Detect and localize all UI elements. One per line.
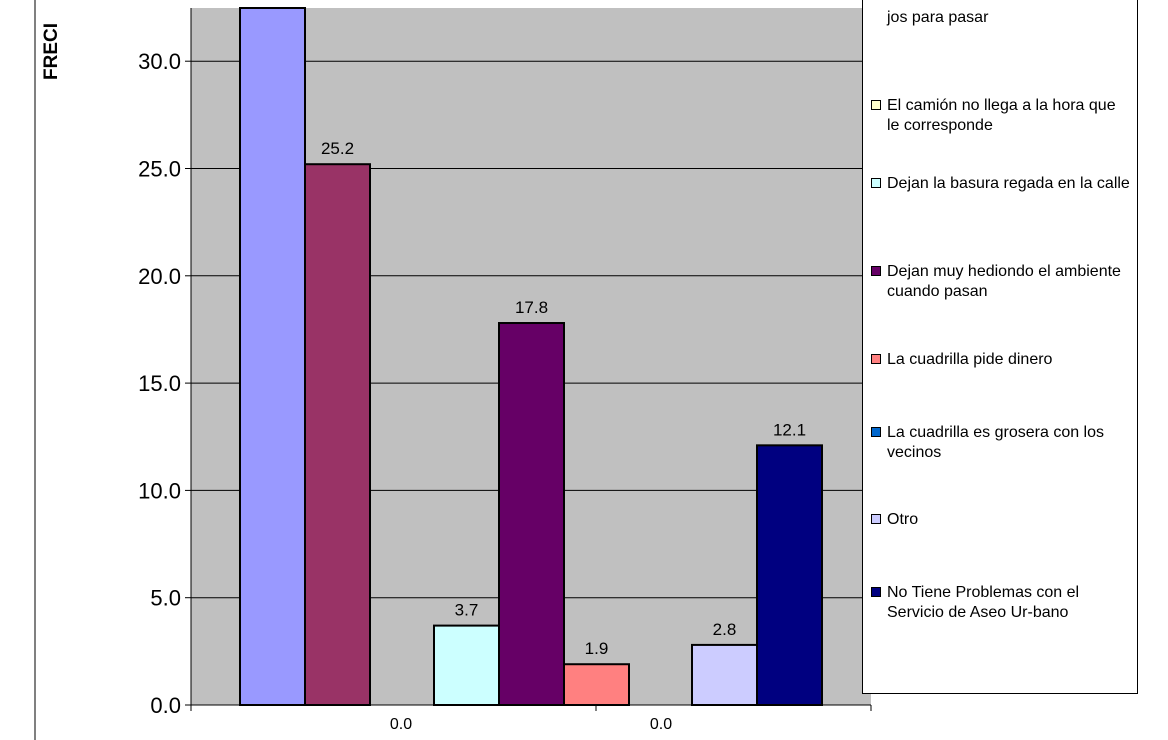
legend-swatch	[871, 427, 881, 437]
x-category-label: 0.0	[650, 716, 672, 733]
bar-7	[756, 444, 823, 706]
legend-label: Dejan muy hediondo el ambiente cuando pa…	[887, 263, 1121, 300]
legend-swatch	[871, 100, 881, 110]
x-category-label: 0.0	[390, 716, 412, 733]
bar-6	[691, 643, 758, 706]
y-tick-label: 5.0	[150, 586, 181, 611]
data-label-7: 12.1	[773, 420, 806, 439]
y-tick-label: 0.0	[150, 693, 181, 718]
bar-4	[498, 322, 565, 706]
legend-label: La cuadrilla es grosera con los vecinos	[887, 424, 1105, 461]
y-axis-label: FRECI	[41, 23, 62, 80]
legend-swatch	[871, 266, 881, 276]
y-tick-label: 30.0	[138, 49, 181, 74]
legend-swatch	[871, 354, 881, 364]
y-tick-label: 20.0	[138, 264, 181, 289]
bars	[239, 7, 823, 707]
legend-label: La cuadrilla pide dinero	[887, 351, 1053, 368]
legend-label: No Tiene Problemas con el Servicio de As…	[887, 584, 1080, 621]
bar-1	[239, 7, 306, 706]
y-tick-label: 25.0	[138, 157, 181, 182]
legend-label: Otro	[887, 511, 919, 528]
legend-swatch	[871, 514, 881, 524]
legend: jos para pasar El camión no llega a la ho…	[862, 0, 1138, 694]
legend-label: jos para pasar	[887, 9, 989, 26]
axes: 0.0 5.0 10.0 15.0 20.0 25.0 30.0 0.0 0.0	[138, 8, 872, 733]
data-label-6: 2.8	[713, 620, 737, 639]
y-tick-label: 15.0	[138, 371, 181, 396]
data-label-5: 1.9	[585, 639, 609, 658]
bar-3	[433, 624, 500, 707]
data-labels: 25.2 3.7 17.8 1.9 2.8 12.1	[321, 139, 806, 658]
bar-5	[563, 663, 630, 707]
legend-label: Dejan la basura regada en la calle	[887, 175, 1130, 192]
legend-swatch	[871, 178, 881, 188]
data-label-3: 3.7	[455, 601, 479, 620]
legend-label: El camión no llega a la hora que le corr…	[887, 97, 1116, 134]
data-label-2: 25.2	[321, 139, 354, 158]
legend-swatch	[871, 587, 881, 597]
bar-2	[304, 163, 371, 706]
data-label-4: 17.8	[515, 298, 548, 317]
y-tick-label: 10.0	[138, 478, 181, 503]
